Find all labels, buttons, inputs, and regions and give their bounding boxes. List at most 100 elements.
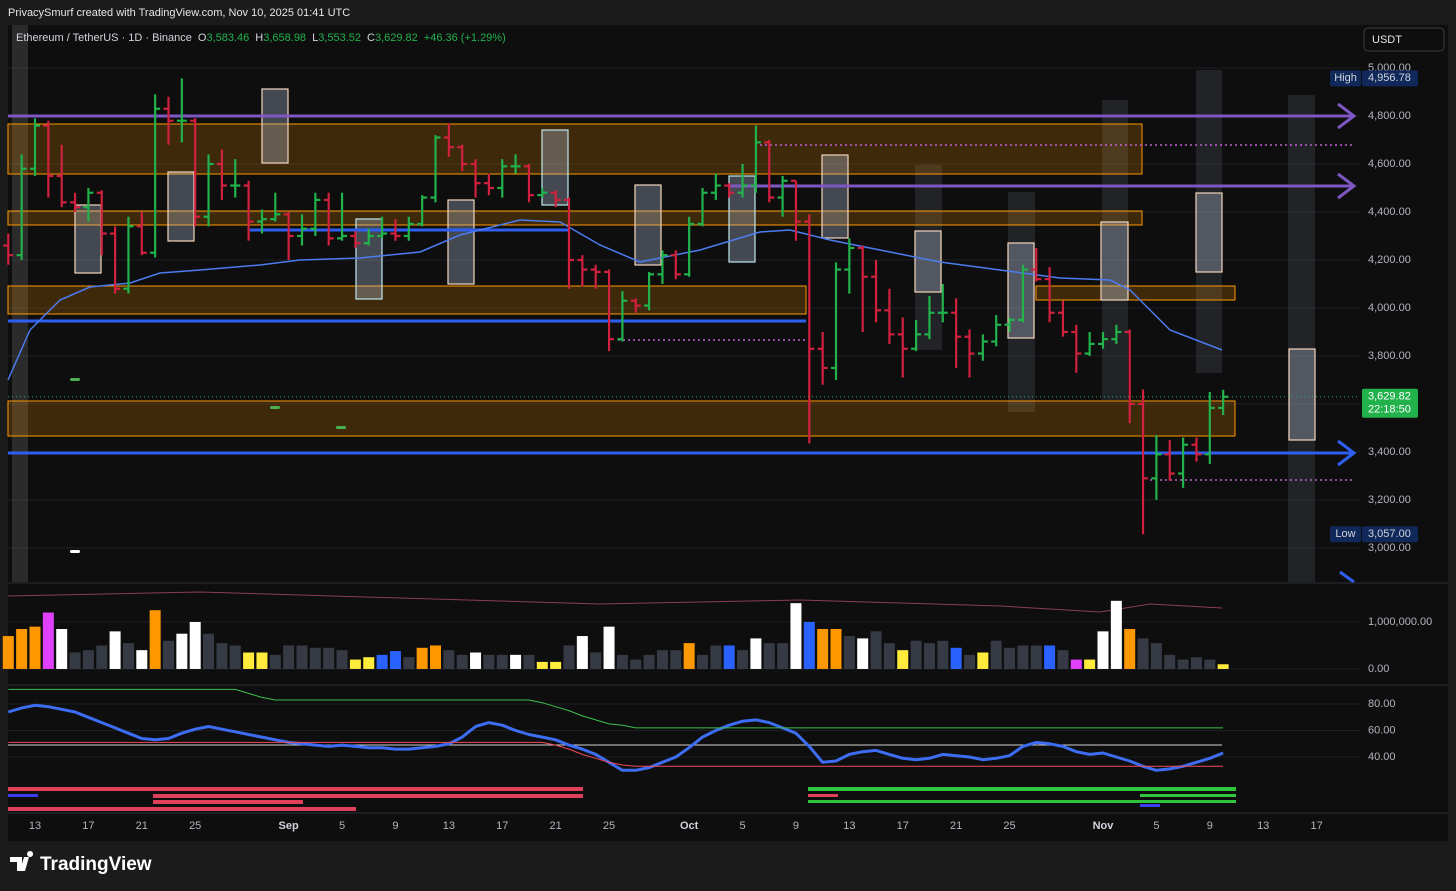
volume-bar [256, 652, 268, 669]
low_marker-label: Low [1335, 528, 1355, 540]
y-tick-label: 3,800.00 [1368, 350, 1411, 362]
last-price-label: 3,629.82 [1368, 391, 1411, 403]
volume-bar [870, 631, 882, 669]
volume-bar [16, 629, 28, 669]
x-tick-label: Nov [1093, 820, 1115, 832]
volume-bar [1217, 664, 1229, 669]
low_marker-label-box [1330, 526, 1361, 543]
volume-bar [376, 654, 388, 669]
volume-bar [990, 640, 1002, 669]
volume-bar [536, 661, 548, 669]
countdown: 22:18:50 [1368, 404, 1411, 416]
y-tick-label: 4,200.00 [1368, 254, 1411, 266]
volume-bar [1177, 659, 1189, 669]
x-tick-label: 13 [443, 820, 455, 832]
volume-bar [883, 643, 895, 669]
volume-bar [82, 650, 94, 669]
currency-label[interactable]: USDT [1372, 34, 1402, 46]
range-box [1288, 348, 1316, 441]
signal-dot [70, 550, 80, 553]
x-tick-label: 21 [950, 820, 962, 832]
high_marker-label-box [1330, 70, 1361, 87]
volume-bar [416, 647, 428, 669]
x-tick-label: 21 [550, 820, 562, 832]
change: +46.36 (+1.29%) [424, 32, 506, 44]
volume-bar [710, 645, 722, 669]
volume-bar [389, 651, 401, 669]
volume-bar [496, 654, 508, 669]
strip [153, 794, 583, 798]
volume-bar [1110, 600, 1122, 669]
volume-bar [1137, 638, 1149, 669]
oscillator-line [7, 703, 1224, 772]
y-tick-label: 3,000.00 [1368, 542, 1411, 554]
strip [1140, 794, 1236, 797]
brand: TradingView [10, 851, 152, 875]
strip [8, 794, 38, 797]
x-tick-label: 17 [82, 820, 94, 832]
volume-bar [750, 638, 762, 669]
volume-bar [283, 645, 295, 669]
arrow-head [1337, 172, 1357, 200]
strip [1140, 804, 1160, 807]
x-tick-label: 9 [1207, 820, 1213, 832]
volume-bar [229, 645, 241, 669]
volume-bar [616, 654, 628, 669]
volume-bar [830, 629, 842, 669]
chart-area [8, 25, 1448, 841]
currency-button[interactable] [1363, 27, 1445, 52]
brand-logo [10, 851, 34, 871]
session-column [1008, 192, 1035, 412]
supply-zone [7, 210, 1143, 226]
brand-name: TradingView [40, 854, 152, 875]
volume-bar [656, 650, 668, 669]
legend-value: 3,658.98 [263, 32, 306, 44]
volume-bar [1150, 643, 1162, 669]
volume-bar [349, 659, 361, 669]
range-box [1195, 192, 1223, 273]
volume-bar [403, 657, 415, 669]
y-tick-label: 1,000,000.00 [1368, 616, 1432, 628]
volume-bar [149, 610, 161, 669]
low_marker-value: 3,057.00 [1368, 528, 1411, 540]
volume-bar [777, 643, 789, 669]
volume-bar [443, 650, 455, 669]
volume-bar [550, 661, 562, 669]
volume-bar [176, 633, 188, 669]
volume-bar [470, 652, 482, 669]
y-tick-label: 80.00 [1368, 698, 1396, 710]
volume-bar [122, 643, 134, 669]
volume-bar [510, 654, 522, 669]
demand-zone [7, 285, 807, 315]
volume-bar [1070, 659, 1082, 669]
legend-key: C [367, 32, 375, 44]
x-tick-label: 25 [603, 820, 615, 832]
x-tick-label: 5 [739, 820, 745, 832]
volume-bar [910, 640, 922, 669]
legend-value: 3,629.82 [375, 32, 418, 44]
legend-key: L [312, 32, 318, 44]
demand-zone [1035, 285, 1236, 301]
volume-bar [683, 643, 695, 669]
volume-bar [803, 621, 815, 669]
supply-zone [7, 123, 1143, 175]
low_marker-value-box [1362, 526, 1418, 543]
high_marker-value-box [1362, 70, 1418, 87]
volume-bar [189, 621, 201, 669]
volume-bar [563, 645, 575, 669]
volume-bar [603, 626, 615, 669]
volume-bar [216, 643, 228, 669]
high_marker-label: High [1334, 72, 1357, 84]
oscillator-line [8, 688, 1224, 729]
legend-key: O [198, 32, 207, 44]
strip [8, 787, 583, 791]
session-column [12, 25, 28, 582]
x-tick-label: 21 [136, 820, 148, 832]
volume-bar [630, 659, 642, 669]
volume-bar [136, 650, 148, 669]
volume-bar [950, 647, 962, 669]
volume-bar [363, 657, 375, 669]
x-tick-label: 17 [1310, 820, 1322, 832]
oscillator-line [8, 741, 1224, 767]
volume-bar [897, 650, 909, 669]
